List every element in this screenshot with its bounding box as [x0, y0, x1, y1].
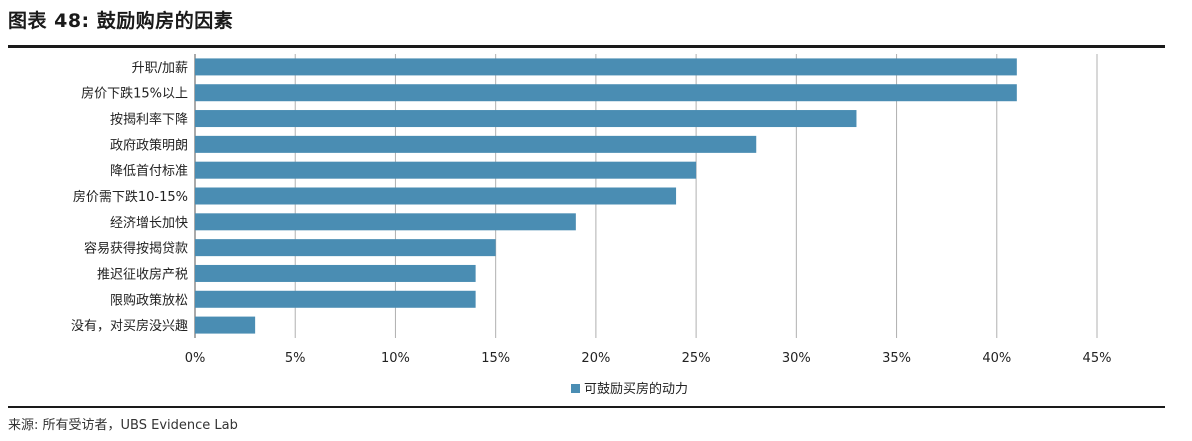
bar: [195, 84, 1017, 102]
footer-rule: [8, 406, 1165, 408]
bar: [195, 187, 677, 205]
x-tick-label: 25%: [682, 351, 711, 366]
bar: [195, 264, 476, 282]
bar: [195, 58, 1017, 76]
category-label: 按揭利率下降: [110, 112, 188, 128]
category-label: 政府政策明朗: [110, 137, 188, 153]
category-label: 推迟征收房产税: [97, 266, 188, 282]
x-tick-label: 35%: [882, 351, 911, 366]
category-label: 没有，对买房没兴趣: [71, 318, 188, 334]
category-label: 限购政策放松: [110, 292, 188, 308]
bar: [195, 135, 757, 153]
x-tick-label: 10%: [381, 351, 410, 366]
x-tick-label: 40%: [982, 351, 1011, 366]
x-tick-label: 30%: [782, 351, 811, 366]
bar: [195, 239, 496, 257]
legend-swatch: [571, 384, 580, 393]
category-label: 房价需下跌10-15%: [73, 189, 188, 205]
bar: [195, 161, 697, 179]
category-label: 房价下跌15%以上: [81, 86, 188, 102]
category-label: 经济增长加快: [110, 216, 188, 231]
bar: [195, 290, 476, 308]
x-tick-label: 0%: [185, 351, 206, 366]
bar: [195, 110, 857, 128]
x-tick-label: 5%: [285, 351, 306, 366]
source-note: 来源: 所有受访者，UBS Evidence Lab: [8, 418, 238, 433]
category-label: 降低首付标准: [110, 164, 188, 179]
header-rule: [8, 45, 1165, 48]
bar: [195, 316, 256, 334]
category-label: 升职/加薪: [132, 61, 188, 76]
x-tick-label: 15%: [481, 351, 510, 366]
page-title: 图表 48: 鼓励购房的因素: [8, 10, 234, 32]
bar: [195, 213, 576, 231]
legend-label: 可鼓励买房的动力: [584, 381, 688, 397]
category-label: 容易获得按揭贷款: [84, 241, 188, 257]
x-tick-label: 45%: [1083, 351, 1112, 366]
x-tick-label: 20%: [581, 351, 610, 366]
